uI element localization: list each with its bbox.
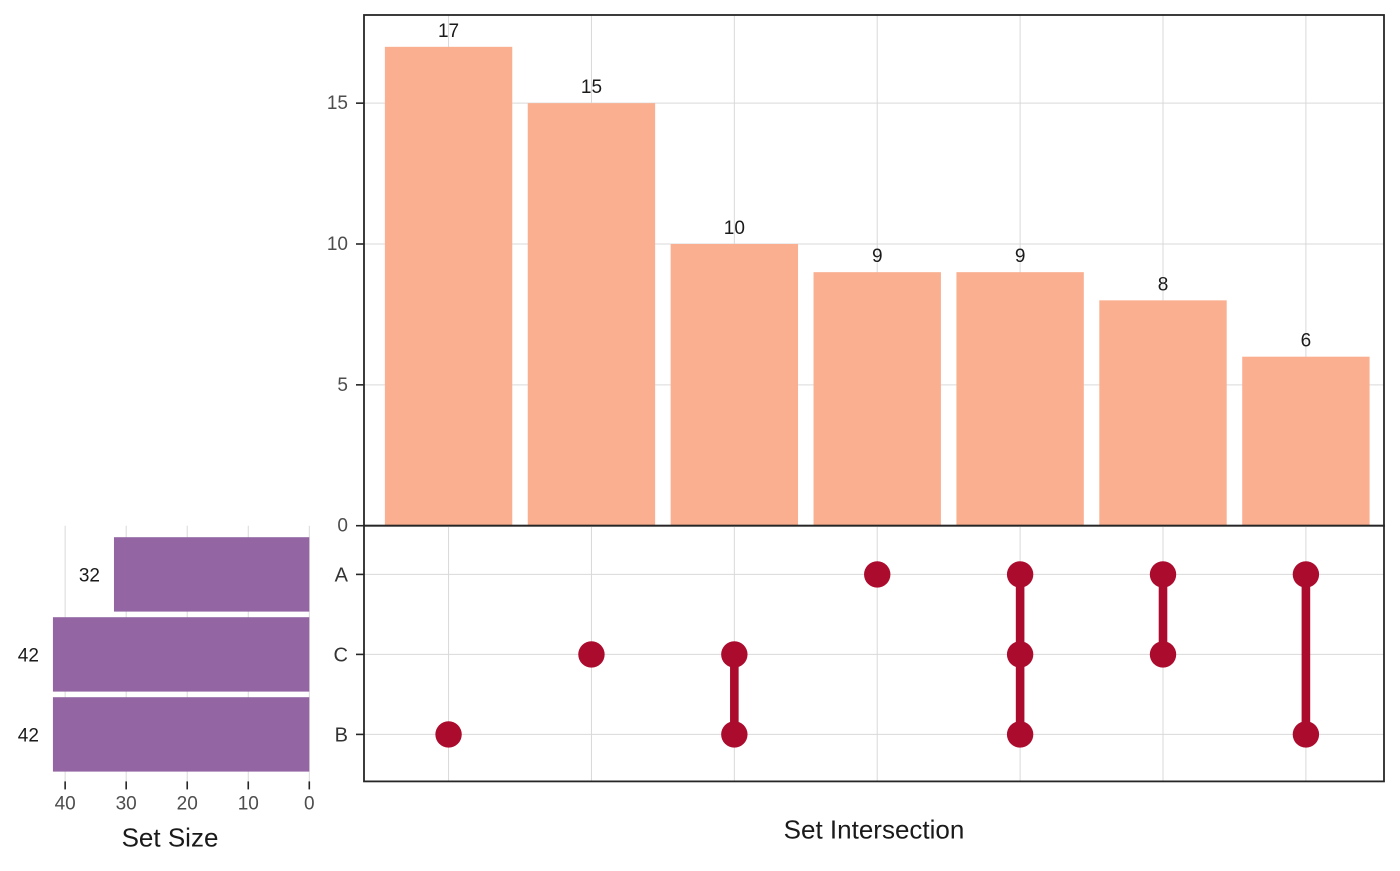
svg-text:15: 15	[581, 77, 602, 98]
svg-text:8: 8	[1158, 274, 1169, 295]
svg-text:10: 10	[327, 234, 348, 255]
svg-text:B: B	[335, 724, 348, 746]
svg-text:17: 17	[438, 21, 459, 42]
svg-text:0: 0	[337, 516, 348, 537]
svg-text:32: 32	[79, 565, 100, 586]
svg-text:10: 10	[724, 218, 745, 239]
svg-text:Set Size: Set Size	[122, 822, 219, 852]
svg-text:9: 9	[872, 246, 883, 267]
svg-text:Set Intersection: Set Intersection	[784, 814, 965, 844]
svg-text:6: 6	[1301, 331, 1312, 352]
svg-text:30: 30	[116, 793, 137, 814]
svg-text:0: 0	[304, 793, 315, 814]
svg-text:C: C	[334, 644, 348, 666]
svg-text:40: 40	[55, 793, 76, 814]
svg-text:42: 42	[18, 645, 39, 666]
svg-text:42: 42	[18, 725, 39, 746]
svg-text:A: A	[335, 564, 349, 586]
svg-text:15: 15	[327, 93, 348, 114]
svg-text:5: 5	[337, 375, 348, 396]
svg-text:10: 10	[238, 793, 259, 814]
svg-text:20: 20	[177, 793, 198, 814]
svg-text:9: 9	[1015, 246, 1026, 267]
